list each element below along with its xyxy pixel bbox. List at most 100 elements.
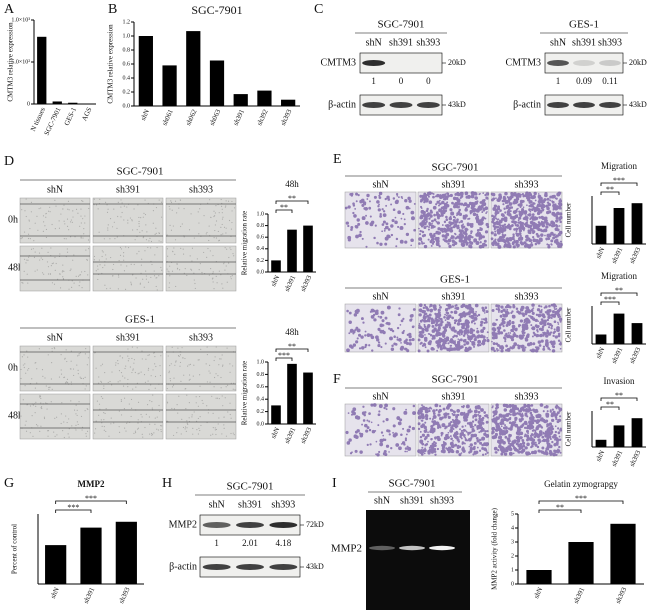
y-axis-label: Percent of control: [11, 524, 19, 574]
lane-label: sh391: [442, 179, 466, 190]
lane-label: shN: [372, 391, 388, 402]
group-title: SGC-7901: [116, 166, 163, 178]
row-label: β-actin: [328, 99, 356, 110]
significance-bracket: [600, 301, 620, 305]
y-tick-label: 0.0: [123, 103, 131, 109]
zymogram-band: [399, 545, 425, 551]
significance-bracket: [275, 357, 293, 361]
micrograph: [165, 245, 237, 292]
significance-bracket: [600, 191, 620, 195]
y-tick-label: 0.2: [123, 89, 131, 95]
chart-title: Invasion: [604, 376, 635, 386]
bar: [271, 405, 281, 424]
x-tick-label: shN: [532, 586, 544, 600]
lane-label: sh391: [572, 37, 596, 48]
row-label: 48h: [8, 410, 23, 421]
size-label: 43kD: [448, 100, 466, 109]
y-axis-label: Cell number: [565, 307, 573, 342]
y-tick-label: 1.0×10³: [11, 17, 30, 23]
zymogram-band: [369, 545, 395, 551]
bar: [115, 521, 137, 584]
zymogram-band: [429, 545, 455, 551]
bar: [45, 545, 67, 584]
y-axis-label: Relative migration rate: [241, 361, 249, 426]
x-tick-label: sh062: [184, 108, 199, 127]
bar: [138, 36, 153, 106]
cells: [418, 191, 490, 249]
blot-band: [236, 564, 264, 570]
chart-title: 48h: [285, 327, 299, 337]
y-tick-label: 1.0: [123, 33, 131, 39]
group-title: SGC-7901: [431, 162, 478, 174]
y-tick-label: 4: [511, 525, 514, 531]
quantification: 0: [399, 76, 404, 86]
row-label: 0h: [8, 362, 18, 373]
chart-title: SGC-7901: [191, 3, 242, 17]
panel-letter: H: [162, 476, 172, 491]
x-tick-label: AGS: [80, 106, 93, 122]
panel-letter: D: [4, 154, 14, 169]
panel-letter: F: [333, 372, 341, 387]
significance-label: ***: [278, 351, 290, 360]
quantification: 1: [214, 538, 219, 548]
bar: [209, 60, 225, 106]
significance-label: **: [615, 391, 623, 400]
significance-label: ***: [575, 494, 587, 503]
y-axis-label: CMTM3 relative expression: [7, 22, 15, 102]
x-tick-label: sh392: [255, 108, 270, 127]
x-tick-label: sh393: [628, 246, 643, 265]
bar: [303, 372, 313, 424]
bar: [281, 99, 296, 106]
blot-band: [547, 60, 569, 66]
x-tick-label: sh391: [610, 246, 625, 265]
y-tick-label: 0.8: [257, 223, 265, 229]
y-tick-label: 1.2: [123, 19, 131, 25]
significance-bracket: [55, 509, 92, 513]
size-label: 43kD: [629, 100, 647, 109]
lane-label: shN: [550, 37, 566, 48]
bar: [186, 31, 201, 107]
micrograph: [165, 345, 237, 392]
x-tick-label: sh393: [299, 274, 314, 293]
y-tick-label: 2: [511, 553, 514, 559]
quantification: 0.11: [602, 76, 617, 86]
size-label: 72kD: [306, 520, 324, 529]
bar: [233, 94, 248, 106]
x-tick-label: sh391: [232, 108, 247, 127]
group-title: SGC-7901: [431, 374, 478, 386]
micrograph: [165, 197, 237, 244]
y-tick-label: 0.4: [123, 75, 131, 81]
lane-label: sh393: [189, 184, 213, 195]
lane-label: sh393: [515, 179, 539, 190]
x-tick-label: shN: [594, 449, 606, 463]
panel-letter: I: [332, 476, 337, 491]
cells: [94, 394, 163, 438]
chart-title: Gelatin zymograpgy: [544, 479, 618, 489]
row-label: MMP2: [331, 543, 362, 555]
row-label: 48h: [8, 262, 23, 273]
blot-band: [202, 564, 231, 570]
micrograph: [165, 393, 237, 440]
y-tick-label: 0.4: [257, 246, 265, 252]
lane-label: sh391: [238, 499, 262, 510]
significance-label: **: [288, 194, 296, 203]
x-tick-label: sh061: [161, 108, 176, 127]
bar: [595, 439, 607, 447]
panel-letter: B: [108, 2, 117, 17]
lane-label: sh391: [389, 37, 413, 48]
bar: [80, 527, 102, 584]
row-label: β-actin: [169, 561, 197, 572]
cells: [490, 191, 563, 249]
x-tick-label: sh393: [117, 586, 132, 605]
quantification: 2.01: [242, 538, 258, 548]
significance-bracket: [600, 406, 620, 410]
x-tick-label: sh063: [208, 108, 223, 127]
x-tick-label: sh391: [283, 426, 298, 445]
row-label: 0h: [8, 214, 18, 225]
cells: [490, 303, 563, 353]
cells: [93, 198, 163, 243]
y-axis-label: Relative migration rate: [241, 211, 249, 276]
bar: [287, 229, 297, 272]
blot-band: [416, 102, 440, 108]
lane-label: sh393: [598, 37, 622, 48]
